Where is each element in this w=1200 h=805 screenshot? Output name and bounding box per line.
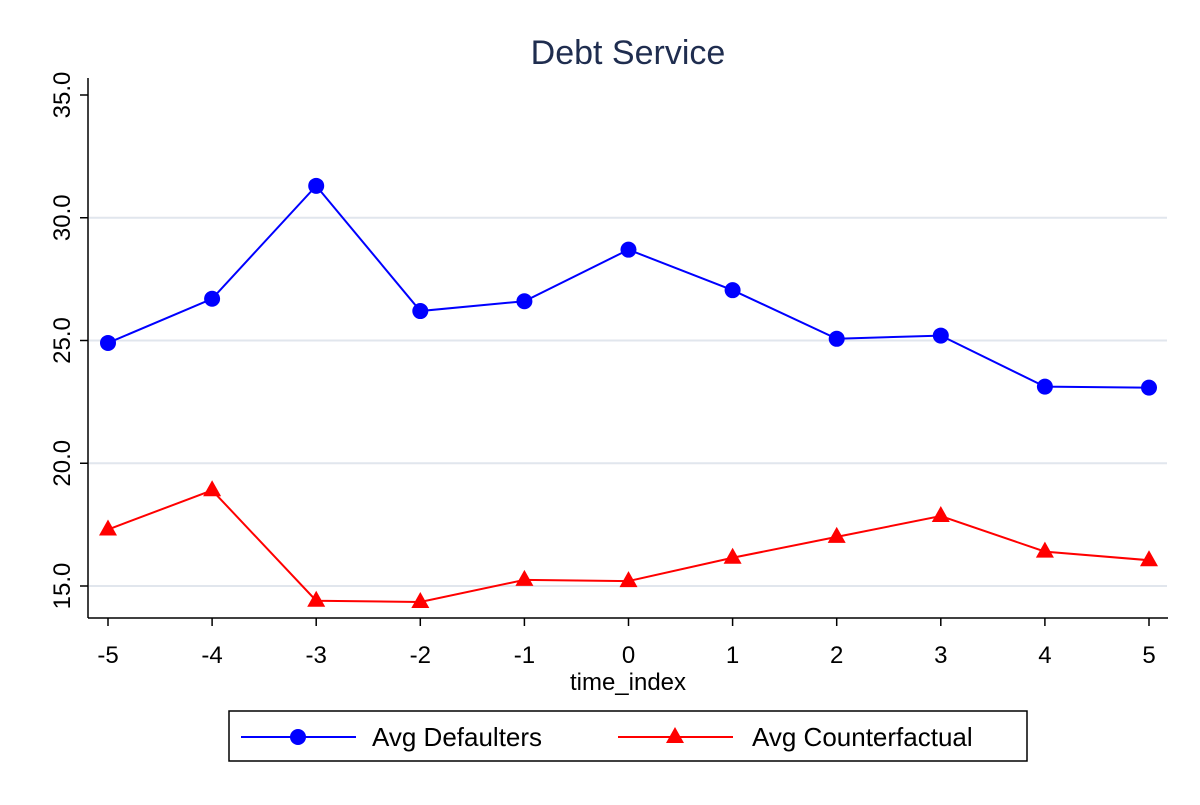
data-point	[1035, 541, 1054, 558]
data-point	[828, 330, 845, 347]
data-point	[412, 303, 429, 320]
x-tick-label: 3	[934, 642, 947, 669]
series-avg-counterfactual	[99, 480, 1158, 608]
data-point	[411, 591, 430, 608]
data-point	[619, 571, 638, 588]
data-point	[308, 177, 325, 194]
y-tick-label: 25.0	[49, 317, 76, 364]
series-layer	[99, 177, 1158, 608]
x-tick-label: -1	[514, 642, 535, 669]
data-point	[99, 519, 117, 536]
y-tick-label: 30.0	[49, 194, 76, 241]
legend-label-counterfactual: Avg Counterfactual	[752, 722, 973, 752]
series-avg-defaulters	[100, 177, 1157, 396]
data-point	[203, 480, 222, 497]
chart-title: Debt Service	[531, 34, 726, 72]
data-point	[932, 327, 949, 344]
y-tick-label: 35.0	[49, 72, 76, 119]
x-tick-label: -5	[97, 642, 118, 669]
data-point	[723, 547, 742, 564]
data-point	[204, 290, 221, 307]
x-tick-label: 2	[830, 642, 843, 669]
legend: Avg Defaulters Avg Counterfactual	[228, 710, 1028, 762]
legend-marker-circle	[290, 729, 306, 745]
data-point	[515, 569, 534, 586]
legend-label-defaulters: Avg Defaulters	[372, 722, 542, 752]
data-point	[307, 590, 326, 607]
x-tick-label: 1	[726, 642, 739, 669]
data-point	[1036, 378, 1053, 395]
x-axis-title: time_index	[570, 669, 686, 696]
y-tick-label: 15.0	[49, 563, 76, 610]
x-tick-label: 4	[1038, 642, 1051, 669]
data-point	[1141, 379, 1157, 396]
data-point	[1140, 550, 1158, 567]
x-tick-label: -3	[306, 642, 327, 669]
data-point	[620, 241, 637, 258]
x-tick-label: 5	[1142, 642, 1155, 669]
legend-marker-triangle	[666, 727, 684, 743]
data-point	[100, 334, 116, 351]
data-point	[724, 282, 741, 299]
x-tick-label: 0	[622, 642, 635, 669]
axes: 15.0 20.0 25.0 30.0 35.0 -5 -4 -3 -2 -1 0 1 2 3 4 5	[49, 72, 1168, 669]
y-tick-label: 20.0	[49, 440, 76, 487]
data-point	[516, 293, 533, 310]
x-tick-label: -2	[410, 642, 431, 669]
data-point	[827, 526, 846, 543]
data-point	[931, 506, 950, 523]
x-tick-label: -4	[201, 642, 222, 669]
series-line-avg-defaulters	[107, 184, 1150, 389]
